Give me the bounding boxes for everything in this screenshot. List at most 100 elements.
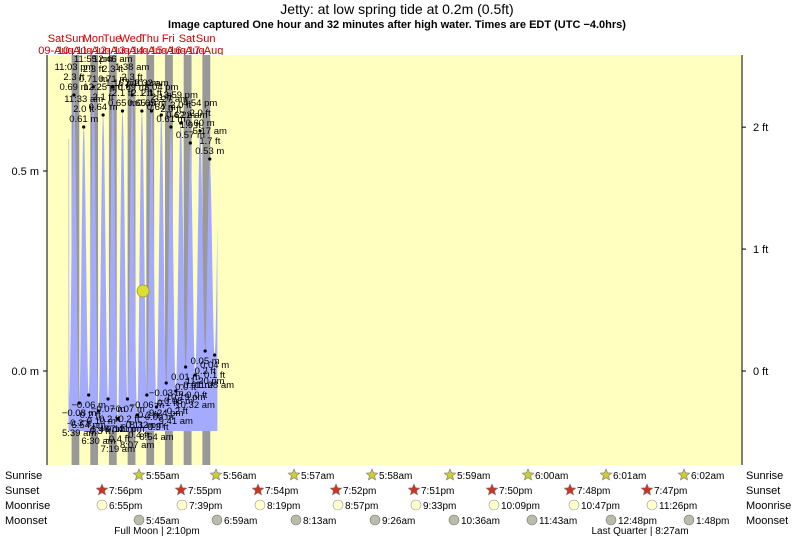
low-tide-point bbox=[87, 393, 91, 397]
low-tide-m: −0.03 m bbox=[149, 388, 184, 399]
high-tide-ft: 2.1 ft bbox=[112, 88, 133, 99]
high-tide-point bbox=[101, 113, 105, 117]
day-label-date: 17-Aug bbox=[188, 45, 223, 57]
high-tide-m: 0.65 m bbox=[137, 98, 166, 109]
low-tide-ft: -0.2 ft bbox=[135, 410, 160, 421]
day-label-date: 09-Aug bbox=[38, 45, 73, 57]
high-tide-point bbox=[208, 157, 212, 161]
high-tide-time: 12:25 pm bbox=[83, 82, 123, 93]
y-tick-label-left: 0.5 m bbox=[11, 166, 39, 178]
sunrise-time: 6:00am bbox=[535, 471, 568, 482]
high-tide-m: 0.71 m bbox=[79, 74, 108, 85]
low-tide-point bbox=[154, 405, 159, 409]
high-tide-time: 2:10 pm bbox=[125, 78, 159, 89]
tide-water-area bbox=[68, 87, 218, 431]
low-tide-point bbox=[164, 381, 168, 385]
astro-row-label-right: Moonset bbox=[746, 515, 788, 527]
moonrise-icon bbox=[176, 499, 188, 511]
moonset-icon bbox=[211, 514, 223, 526]
high-tide-point bbox=[159, 113, 163, 117]
low-tide-ft: -0.2 ft bbox=[115, 414, 140, 425]
low-tide-time: 8:07 am bbox=[120, 440, 154, 451]
high-tide-ft: 2.0 ft bbox=[170, 100, 191, 111]
moonset-time: 9:26am bbox=[382, 516, 415, 527]
high-tide-time: 4:22 am bbox=[173, 110, 207, 121]
sunrise-time: 5:59am bbox=[457, 471, 490, 482]
moonset-time: 12:48pm bbox=[618, 516, 657, 527]
moonrise-icon bbox=[568, 499, 580, 511]
low-tide-m: −0.05 m bbox=[158, 396, 193, 407]
day-label-dow: Wed bbox=[120, 33, 142, 45]
astro-row-label-right: Sunset bbox=[746, 485, 780, 497]
sunset-icon bbox=[174, 483, 188, 496]
low-tide-m: −0.11 m bbox=[120, 420, 154, 431]
sunset-icon bbox=[485, 483, 499, 496]
sunset-time: 7:55pm bbox=[188, 486, 221, 497]
moonset-icon bbox=[290, 514, 302, 526]
low-tide-time: 6:48 pm bbox=[91, 424, 125, 435]
low-tide-m: 0.05 m bbox=[191, 356, 220, 367]
high-tide-m: 0.71 m bbox=[98, 74, 127, 85]
low-tide-point bbox=[145, 393, 149, 397]
high-tide-point bbox=[198, 129, 202, 133]
low-tide-time: 10:32 am bbox=[175, 400, 215, 411]
sunset-time: 7:48pm bbox=[577, 486, 610, 497]
sunrise-icon bbox=[599, 468, 613, 481]
day-label-date: 14-Aug bbox=[132, 45, 167, 57]
high-tide-m: 0.65 m bbox=[127, 98, 156, 109]
low-tide-time: 8:32 pm bbox=[130, 420, 164, 431]
low-tide-time: 9:24 pm bbox=[149, 408, 183, 419]
moonset-icon bbox=[526, 514, 538, 526]
moonrise-time: 8:57pm bbox=[345, 501, 378, 512]
sunrise-time: 5:55am bbox=[146, 471, 179, 482]
high-tide-ft: 2.3 ft bbox=[83, 64, 104, 75]
sunset-icon bbox=[407, 483, 421, 496]
sunset-time: 7:50pm bbox=[499, 486, 532, 497]
low-tide-time: 10:19 pm bbox=[166, 392, 206, 403]
high-tide-time: 1:38 am bbox=[115, 62, 149, 73]
sunrise-time: 5:58am bbox=[379, 471, 412, 482]
high-tide-point bbox=[120, 109, 125, 113]
day-label-date: 15-Aug bbox=[151, 45, 186, 57]
moonset-icon bbox=[683, 514, 695, 526]
moonset-time: 11:43am bbox=[539, 516, 577, 527]
high-tide-time: 11:55 pm bbox=[74, 54, 113, 65]
sunrise-icon bbox=[287, 468, 301, 481]
moonrise-icon bbox=[254, 499, 266, 511]
low-tide-point bbox=[213, 353, 217, 357]
day-label-dow: Sun bbox=[196, 33, 216, 45]
low-tide-m: −0.08 m bbox=[62, 408, 97, 419]
low-tide-ft: -0.3 ft bbox=[144, 422, 169, 433]
low-tide-m: −0.10 m bbox=[81, 416, 116, 427]
day-label-dow: Sat bbox=[48, 33, 65, 45]
moonset-time: 1:48pm bbox=[696, 516, 729, 527]
high-tide-m: 0.61 m bbox=[69, 114, 98, 125]
moonrise-time: 6:55pm bbox=[109, 501, 142, 512]
high-tide-point bbox=[130, 93, 134, 97]
moonrise-icon bbox=[410, 499, 422, 511]
low-tide-ft: -0.1 ft bbox=[154, 398, 179, 409]
moonset-time: 5:45am bbox=[146, 516, 179, 527]
high-tide-point bbox=[140, 109, 144, 113]
moonrise-icon bbox=[488, 499, 500, 511]
day-label-dow: Sun bbox=[65, 33, 85, 45]
sunrise-icon bbox=[521, 468, 535, 481]
moonrise-time: 10:09pm bbox=[501, 501, 540, 512]
high-tide-m: 0.64 m bbox=[147, 102, 176, 113]
moonrise-time: 11:26pm bbox=[659, 501, 697, 512]
tide-labels: 11:03 pm2.3 ft0.69 m11:33 am2.0 ft0.61 m… bbox=[55, 54, 235, 455]
low-tide-point bbox=[184, 365, 188, 369]
low-tide-ft: -0.4 ft bbox=[106, 434, 131, 445]
moon-phase-label: Full Moon | 2:10pm bbox=[114, 526, 199, 537]
high-tide-ft: 2.3 ft bbox=[63, 72, 84, 83]
astro-row-label-right: Sunrise bbox=[746, 470, 783, 482]
low-tide-m: 0.01 m bbox=[171, 372, 200, 383]
high-tide-time: 4:54 pm bbox=[183, 98, 217, 109]
day-label-date: 10-Aug bbox=[57, 45, 92, 57]
astro-row-label-left: Sunset bbox=[5, 485, 39, 497]
high-tide-ft: 2.3 ft bbox=[102, 64, 123, 75]
low-tide-point bbox=[106, 397, 110, 401]
high-tide-m: 0.53 m bbox=[195, 146, 224, 157]
astro-section: Sunrise Sunrise Sunset Sunset Moonrise Moonri… bbox=[5, 468, 791, 537]
low-tide-time: 7:41 pm bbox=[110, 424, 144, 435]
